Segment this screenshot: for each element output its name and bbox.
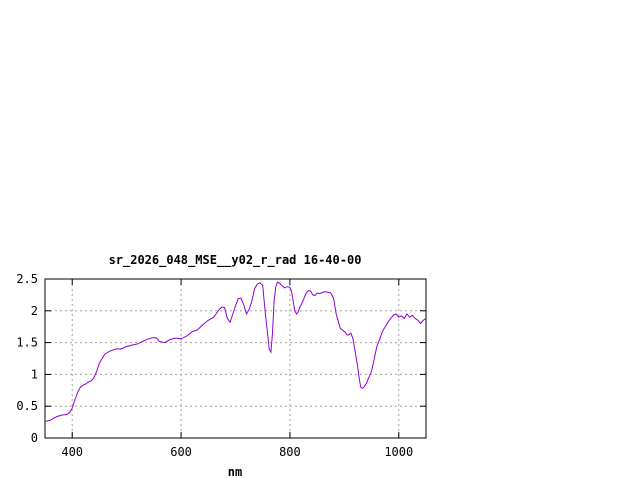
x-axis-label: nm	[228, 465, 242, 479]
x-tick-label: 1000	[384, 445, 413, 459]
chart-title: sr_2026_048_MSE__y02_r_rad 16-40-00	[109, 253, 362, 268]
plot-frame	[44, 278, 427, 439]
y-tick-label: 1.5	[16, 336, 38, 350]
y-tick-label: 1	[31, 367, 38, 381]
y-tick-label: 0	[31, 431, 38, 445]
series-line	[44, 281, 427, 422]
x-tick-label: 600	[170, 445, 192, 459]
y-tick-label: 0.5	[16, 399, 38, 413]
grid-lines	[45, 279, 426, 438]
y-tick-labels: 0 0.5 1 1.5 2 2.5	[16, 272, 38, 445]
axis-ticks	[45, 278, 426, 439]
x-tick-label: 400	[61, 445, 83, 459]
x-tick-labels: 400 600 800 1000	[61, 445, 413, 459]
x-tick-label: 800	[279, 445, 301, 459]
y-tick-label: 2.5	[16, 272, 38, 286]
y-tick-label: 2	[31, 304, 38, 318]
